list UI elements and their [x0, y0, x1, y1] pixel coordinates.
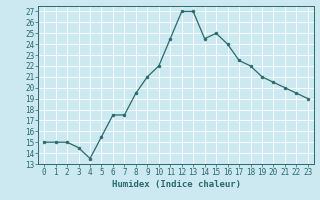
X-axis label: Humidex (Indice chaleur): Humidex (Indice chaleur) [111, 180, 241, 189]
